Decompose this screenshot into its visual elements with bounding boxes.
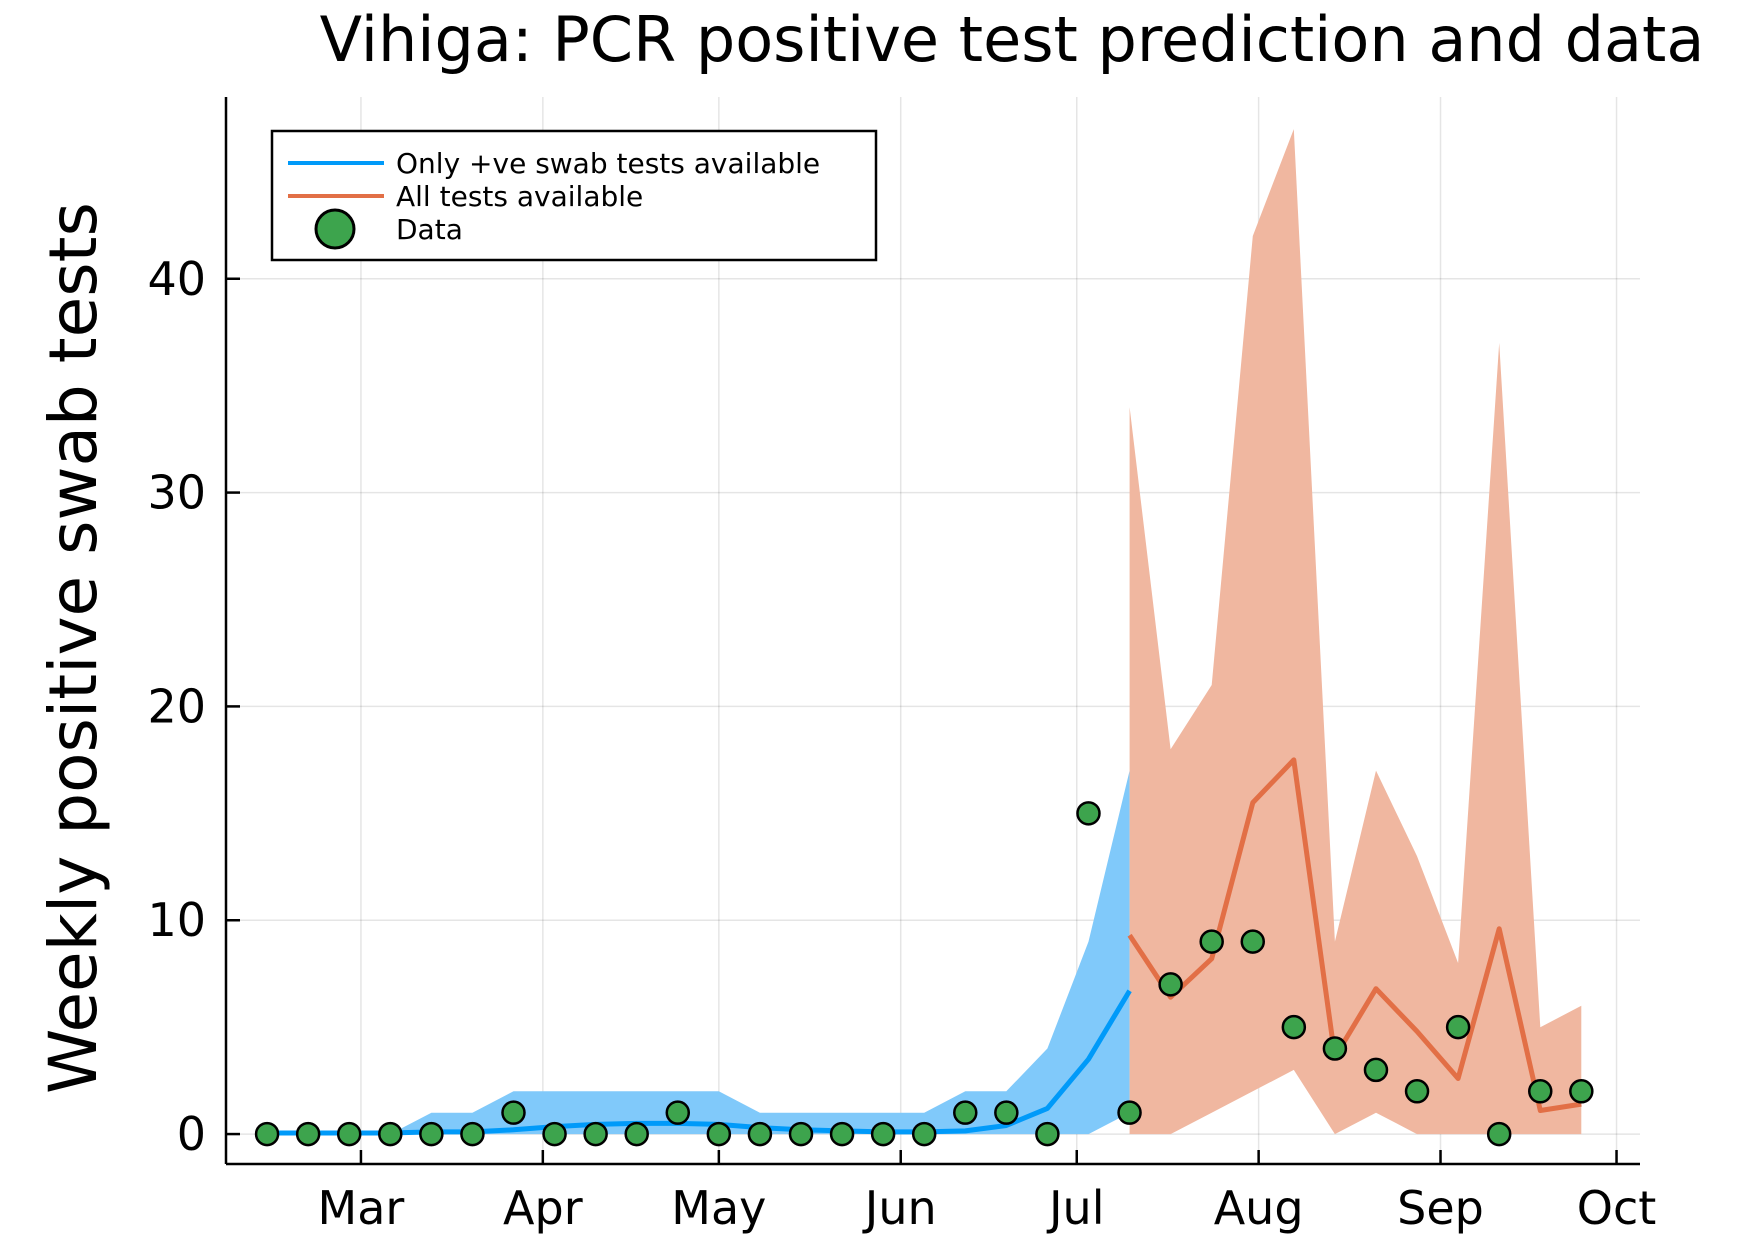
data-point: [1445, 1014, 1471, 1040]
data-point: [1363, 1057, 1389, 1083]
data-point: [419, 1121, 444, 1147]
series-lines: [267, 757, 1582, 1136]
y-axis-label: Weekly positive swab tests: [35, 202, 112, 1094]
y-tick-label: 10: [147, 893, 206, 947]
x-tick-label: Jun: [862, 1181, 937, 1235]
x-tick-label: May: [671, 1181, 766, 1235]
data-point: [254, 1121, 280, 1147]
data-point: [295, 1121, 321, 1147]
y-tick-label: 30: [147, 466, 206, 520]
data-point: [1035, 1121, 1060, 1147]
line-series-0: [267, 989, 1132, 1136]
data-point: [1076, 801, 1101, 826]
data-point: [706, 1121, 732, 1147]
data-points: [254, 801, 1594, 1147]
data-point: [953, 1100, 978, 1125]
data-point: [788, 1121, 814, 1147]
x-tick-label: Sep: [1397, 1181, 1484, 1235]
data-point: [460, 1121, 485, 1147]
data-point: [911, 1121, 937, 1147]
y-tick-label: 0: [177, 1107, 206, 1161]
data-point: [1281, 1014, 1307, 1040]
data-point: [542, 1121, 567, 1147]
data-point: [378, 1121, 403, 1147]
data-point: [1486, 1121, 1512, 1147]
x-tick-label: Apr: [503, 1181, 583, 1235]
data-point: [1528, 1079, 1553, 1104]
chart-title: Vihiga: PCR positive test prediction and…: [320, 3, 1705, 76]
band-series-0: [267, 770, 1130, 1135]
data-point: [583, 1121, 608, 1147]
data-point: [624, 1121, 649, 1147]
axes: 0 10 20 30 40 Mar Apr May Jun Jul Aug Sep Oct: [147, 97, 1656, 1235]
x-tick-label: Jul: [1046, 1181, 1105, 1235]
data-point: [829, 1121, 855, 1147]
data-point: [747, 1121, 773, 1147]
data-point: [665, 1100, 691, 1125]
data-point: [994, 1100, 1019, 1125]
data-point: [1240, 929, 1266, 954]
x-tick-label: Aug: [1214, 1181, 1304, 1235]
y-tick-label: 40: [147, 252, 206, 306]
band-series-1: [1129, 129, 1582, 1135]
y-tick-label: 20: [147, 679, 206, 733]
x-tick-label: Oct: [1577, 1181, 1657, 1235]
data-point: [1117, 1100, 1142, 1125]
data-point: [1404, 1079, 1430, 1104]
data-point: [501, 1100, 526, 1125]
legend-label: Only +ve swab tests available: [396, 147, 820, 180]
data-point: [870, 1121, 896, 1147]
confidence-bands: [267, 129, 1582, 1135]
line-series-1: [1127, 757, 1582, 1113]
legend-label: All tests available: [396, 180, 643, 213]
x-tick-label: Mar: [318, 1181, 405, 1235]
legend-label: Data: [396, 213, 463, 246]
legend-swatch-data: [314, 208, 356, 250]
data-point: [1158, 972, 1183, 997]
data-point: [336, 1121, 362, 1147]
data-point: [1569, 1079, 1594, 1104]
data-point: [1322, 1036, 1348, 1061]
data-point: [1199, 929, 1224, 954]
